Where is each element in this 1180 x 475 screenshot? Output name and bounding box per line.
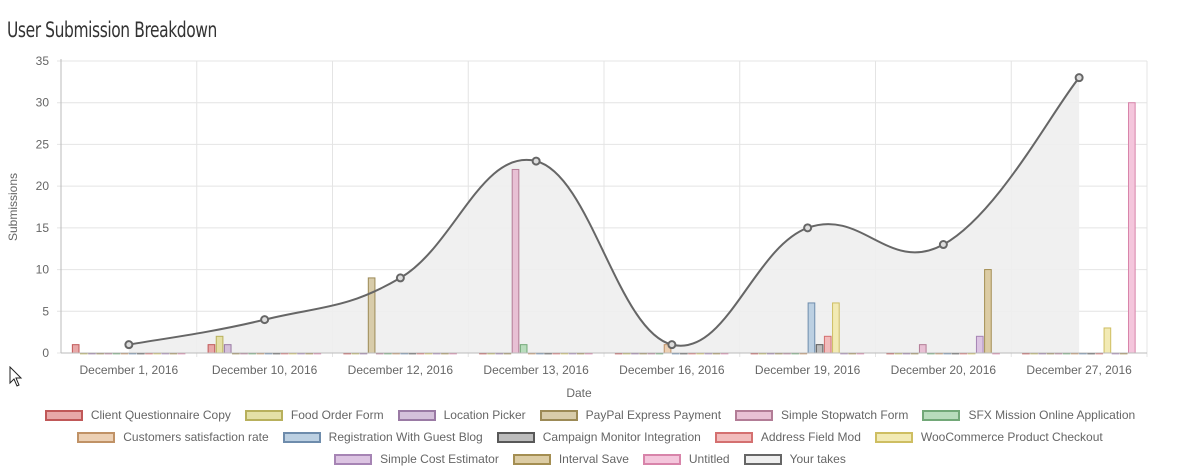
x-tick-label: December 12, 2016 [348, 363, 454, 377]
legend-label: Simple Cost Estimator [380, 452, 499, 466]
legend-label: Interval Save [558, 452, 629, 466]
y-tick-label: 0 [42, 346, 49, 360]
legend-label: Location Picker [443, 408, 526, 422]
legend-label: PayPal Express Payment [585, 408, 722, 422]
legend-label: Client Questionnaire Copy [90, 408, 231, 422]
legend-item[interactable]: Simple Cost Estimator [334, 452, 499, 466]
area-point [531, 156, 541, 166]
legend-swatch [714, 431, 753, 443]
x-axis-title: Date [566, 386, 592, 400]
bar [984, 269, 992, 354]
legend-swatch [874, 431, 913, 443]
x-tick-label: December 10, 2016 [212, 363, 318, 377]
bar [975, 335, 984, 354]
legend-swatch [642, 453, 681, 465]
x-tick-label: December 19, 2016 [755, 363, 861, 377]
chart-legend: Client Questionnaire Copy Food Order Form… [0, 404, 1180, 470]
area-point [667, 340, 677, 350]
bar [511, 168, 520, 354]
y-axis-title: Submissions [6, 173, 20, 241]
legend-item[interactable]: Client Questionnaire Copy [44, 408, 231, 422]
chart-area: 0 5 10 15 20 25 30 35 December 1, 2016 December 1… [6, 54, 1148, 400]
legend-swatch [496, 431, 535, 443]
legend-item[interactable]: Food Order Form [244, 408, 384, 422]
bar [223, 344, 232, 354]
legend-swatch [334, 453, 373, 465]
y-tick-label: 15 [36, 221, 50, 235]
legend-row: Customers satisfaction rate Registration … [0, 426, 1180, 448]
legend-row: Simple Cost Estimator Interval Save Untitl… [0, 448, 1180, 470]
bar [807, 302, 816, 354]
bar [832, 302, 840, 354]
y-tick-label: 35 [36, 54, 50, 68]
area-fill [128, 77, 1080, 353]
x-tick-label: December 13, 2016 [483, 363, 589, 377]
bar [1103, 327, 1112, 354]
legend-swatch [77, 431, 116, 443]
legend-item[interactable]: Campaign Monitor Integration [496, 430, 701, 444]
x-tick-label: December 1, 2016 [80, 363, 179, 377]
legend-item[interactable]: Registration With Guest Blog [282, 430, 483, 444]
bar [519, 344, 528, 354]
legend-item[interactable]: Untitled [642, 452, 730, 466]
y-tick-label: 10 [36, 263, 50, 277]
legend-label: Customers satisfaction rate [123, 430, 269, 444]
legend-item[interactable]: WooCommerce Product Checkout [874, 430, 1103, 444]
bar [823, 335, 832, 354]
legend-item[interactable]: Your takes [743, 452, 846, 466]
y-tick-label: 20 [36, 179, 50, 193]
area-point [1074, 73, 1084, 83]
legend-item[interactable]: Simple Stopwatch Form [735, 408, 908, 422]
legend-item[interactable]: Customers satisfaction rate [77, 430, 269, 444]
bar [207, 344, 216, 354]
chart-title: User Submission Breakdown [7, 18, 217, 42]
legend-swatch [735, 409, 774, 421]
legend-label: Food Order Form [290, 408, 384, 422]
area-point [395, 273, 405, 283]
legend-label: Address Field Mod [760, 430, 861, 444]
y-tick-label: 30 [36, 96, 50, 110]
legend-item[interactable]: Address Field Mod [714, 430, 861, 444]
legend-item[interactable]: Interval Save [512, 452, 629, 466]
area-line [128, 77, 1080, 347]
legend-label: Simple Stopwatch Form [781, 408, 909, 422]
legend-swatch [743, 453, 782, 465]
x-tick-label: December 27, 2016 [1026, 363, 1132, 377]
legend-swatch [244, 409, 283, 421]
y-tick-label: 5 [42, 304, 49, 318]
legend-label: Registration With Guest Blog [328, 430, 483, 444]
bar [1127, 102, 1136, 354]
x-tick-label: December 16, 2016 [619, 363, 725, 377]
x-tick-label: December 20, 2016 [891, 363, 997, 377]
legend-swatch [539, 409, 578, 421]
legend-label: SFX Mission Online Application [968, 408, 1136, 422]
legend-label: WooCommerce Product Checkout [920, 430, 1103, 444]
legend-swatch [922, 409, 961, 421]
legend-label: Untitled [688, 452, 730, 466]
legend-swatch [44, 409, 83, 421]
legend-label: Your takes [789, 452, 846, 466]
bar [215, 335, 224, 354]
legend-swatch [397, 409, 436, 421]
legend-item[interactable]: PayPal Express Payment [539, 408, 722, 422]
legend-label: Campaign Monitor Integration [542, 430, 701, 444]
legend-swatch [282, 431, 321, 443]
legend-item[interactable]: Location Picker [397, 408, 526, 422]
legend-row: Client Questionnaire Copy Food Order Form… [0, 404, 1180, 426]
bar [71, 344, 80, 354]
area-point [803, 223, 813, 233]
area-point [260, 315, 270, 325]
bar [815, 344, 824, 354]
bar [918, 344, 927, 354]
legend-item[interactable]: SFX Mission Online Application [922, 408, 1135, 422]
y-tick-label: 25 [36, 137, 50, 151]
area-point [938, 240, 948, 250]
bar [367, 277, 376, 354]
legend-swatch [512, 453, 551, 465]
area-point [124, 340, 134, 350]
